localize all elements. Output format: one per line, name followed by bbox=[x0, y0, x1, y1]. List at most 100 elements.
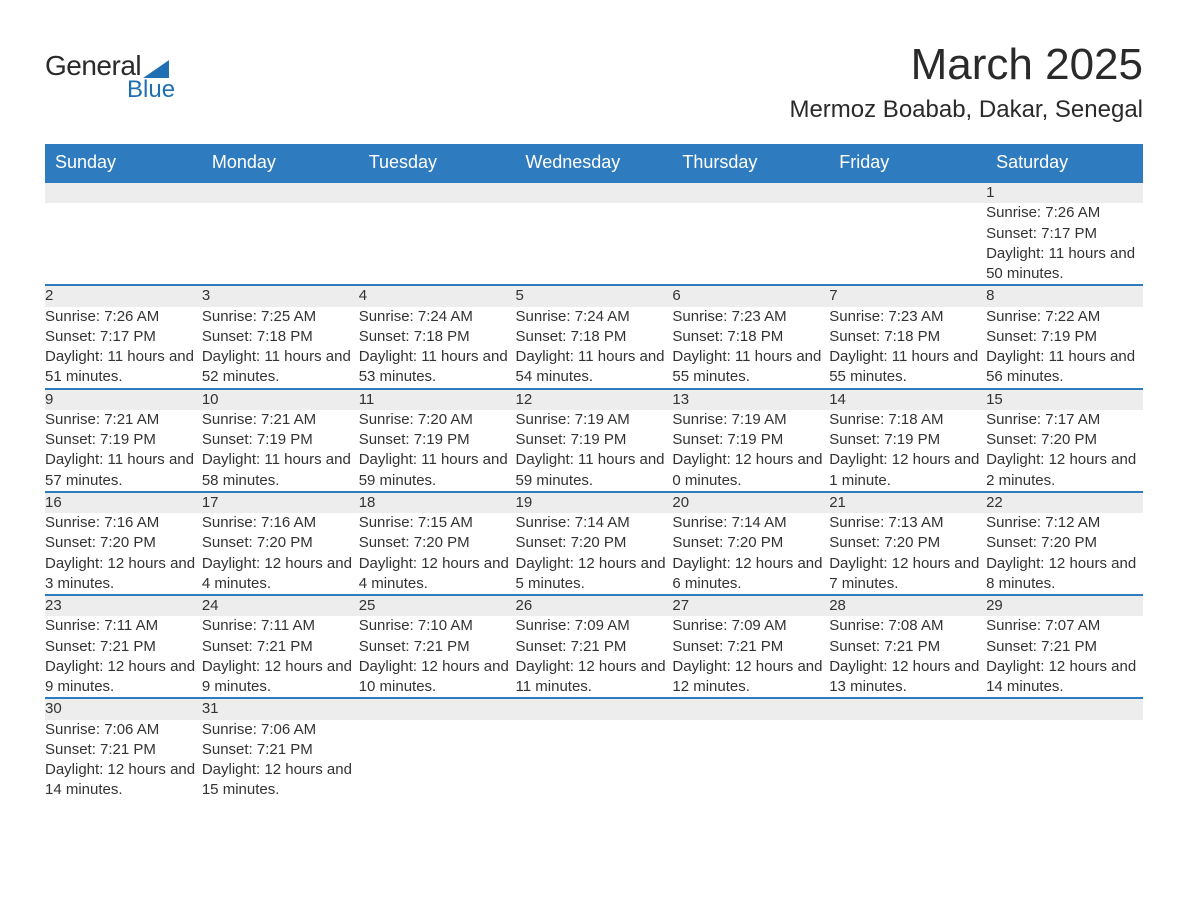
day-data-cell: Sunrise: 7:24 AMSunset: 7:18 PMDaylight:… bbox=[359, 307, 516, 389]
sunset-text: Sunset: 7:21 PM bbox=[45, 637, 202, 657]
sunset-text: Sunset: 7:19 PM bbox=[202, 430, 359, 450]
day-number-cell: 26 bbox=[516, 595, 673, 616]
day-number-cell: 31 bbox=[202, 698, 359, 719]
daylight-text: Daylight: 12 hours and 14 minutes. bbox=[45, 760, 202, 801]
daylight-text: Daylight: 11 hours and 54 minutes. bbox=[516, 347, 673, 388]
daylight-text: Daylight: 12 hours and 10 minutes. bbox=[359, 657, 516, 698]
logo-text-blue: Blue bbox=[127, 76, 175, 104]
day-number-cell: 21 bbox=[829, 492, 986, 513]
daynum-row: 3031 bbox=[45, 698, 1143, 719]
data-row: Sunrise: 7:26 AMSunset: 7:17 PMDaylight:… bbox=[45, 307, 1143, 389]
daylight-text: Daylight: 12 hours and 14 minutes. bbox=[986, 657, 1143, 698]
daynum-row: 16171819202122 bbox=[45, 492, 1143, 513]
daylight-text: Daylight: 11 hours and 58 minutes. bbox=[202, 450, 359, 491]
day-data-cell: Sunrise: 7:23 AMSunset: 7:18 PMDaylight:… bbox=[829, 307, 986, 389]
daylight-text: Daylight: 12 hours and 1 minute. bbox=[829, 450, 986, 491]
day-number-cell: 28 bbox=[829, 595, 986, 616]
sunset-text: Sunset: 7:20 PM bbox=[986, 430, 1143, 450]
sunset-text: Sunset: 7:21 PM bbox=[672, 637, 829, 657]
daylight-text: Daylight: 12 hours and 11 minutes. bbox=[516, 657, 673, 698]
sunrise-text: Sunrise: 7:11 AM bbox=[202, 616, 359, 636]
day-data-cell: Sunrise: 7:17 AMSunset: 7:20 PMDaylight:… bbox=[986, 410, 1143, 492]
sunrise-text: Sunrise: 7:19 AM bbox=[516, 410, 673, 430]
daynum-row: 9101112131415 bbox=[45, 389, 1143, 410]
weekday-header: Wednesday bbox=[516, 144, 673, 182]
sunset-text: Sunset: 7:18 PM bbox=[202, 327, 359, 347]
day-number-cell: 2 bbox=[45, 285, 202, 306]
day-data-cell: Sunrise: 7:09 AMSunset: 7:21 PMDaylight:… bbox=[516, 616, 673, 698]
day-number-cell: 23 bbox=[45, 595, 202, 616]
day-number-cell bbox=[359, 698, 516, 719]
daylight-text: Daylight: 12 hours and 6 minutes. bbox=[672, 554, 829, 595]
sunset-text: Sunset: 7:21 PM bbox=[986, 637, 1143, 657]
data-row: Sunrise: 7:16 AMSunset: 7:20 PMDaylight:… bbox=[45, 513, 1143, 595]
sunrise-text: Sunrise: 7:11 AM bbox=[45, 616, 202, 636]
sunrise-text: Sunrise: 7:12 AM bbox=[986, 513, 1143, 533]
weekday-header: Saturday bbox=[986, 144, 1143, 182]
sunset-text: Sunset: 7:20 PM bbox=[516, 533, 673, 553]
day-number-cell bbox=[829, 698, 986, 719]
title-block: March 2025 Mermoz Boabab, Dakar, Senegal bbox=[789, 40, 1143, 124]
day-data-cell: Sunrise: 7:21 AMSunset: 7:19 PMDaylight:… bbox=[202, 410, 359, 492]
daylight-text: Daylight: 12 hours and 0 minutes. bbox=[672, 450, 829, 491]
daylight-text: Daylight: 11 hours and 57 minutes. bbox=[45, 450, 202, 491]
day-data-cell: Sunrise: 7:06 AMSunset: 7:21 PMDaylight:… bbox=[45, 720, 202, 801]
day-number-cell bbox=[672, 182, 829, 203]
day-data-cell: Sunrise: 7:26 AMSunset: 7:17 PMDaylight:… bbox=[45, 307, 202, 389]
day-number-cell bbox=[45, 182, 202, 203]
sunset-text: Sunset: 7:21 PM bbox=[829, 637, 986, 657]
day-data-cell: Sunrise: 7:20 AMSunset: 7:19 PMDaylight:… bbox=[359, 410, 516, 492]
day-number-cell: 13 bbox=[672, 389, 829, 410]
day-data-cell bbox=[986, 720, 1143, 801]
daylight-text: Daylight: 11 hours and 51 minutes. bbox=[45, 347, 202, 388]
daynum-row: 1 bbox=[45, 182, 1143, 203]
page-header: General Blue March 2025 Mermoz Boabab, D… bbox=[45, 40, 1143, 124]
sunset-text: Sunset: 7:21 PM bbox=[202, 637, 359, 657]
day-number-cell: 12 bbox=[516, 389, 673, 410]
sunrise-text: Sunrise: 7:06 AM bbox=[202, 720, 359, 740]
weekday-header: Tuesday bbox=[359, 144, 516, 182]
day-data-cell: Sunrise: 7:07 AMSunset: 7:21 PMDaylight:… bbox=[986, 616, 1143, 698]
data-row: Sunrise: 7:06 AMSunset: 7:21 PMDaylight:… bbox=[45, 720, 1143, 801]
daylight-text: Daylight: 12 hours and 5 minutes. bbox=[516, 554, 673, 595]
sunset-text: Sunset: 7:21 PM bbox=[516, 637, 673, 657]
sunset-text: Sunset: 7:20 PM bbox=[829, 533, 986, 553]
sunset-text: Sunset: 7:19 PM bbox=[516, 430, 673, 450]
logo: General Blue bbox=[45, 50, 175, 104]
sunrise-text: Sunrise: 7:20 AM bbox=[359, 410, 516, 430]
daylight-text: Daylight: 11 hours and 53 minutes. bbox=[359, 347, 516, 388]
day-data-cell bbox=[45, 203, 202, 285]
day-number-cell bbox=[672, 698, 829, 719]
day-number-cell bbox=[986, 698, 1143, 719]
daylight-text: Daylight: 11 hours and 55 minutes. bbox=[672, 347, 829, 388]
sunrise-text: Sunrise: 7:09 AM bbox=[516, 616, 673, 636]
day-number-cell bbox=[829, 182, 986, 203]
day-data-cell: Sunrise: 7:23 AMSunset: 7:18 PMDaylight:… bbox=[672, 307, 829, 389]
daylight-text: Daylight: 11 hours and 56 minutes. bbox=[986, 347, 1143, 388]
daylight-text: Daylight: 12 hours and 4 minutes. bbox=[202, 554, 359, 595]
sunrise-text: Sunrise: 7:13 AM bbox=[829, 513, 986, 533]
day-number-cell: 15 bbox=[986, 389, 1143, 410]
day-data-cell: Sunrise: 7:19 AMSunset: 7:19 PMDaylight:… bbox=[516, 410, 673, 492]
day-data-cell: Sunrise: 7:14 AMSunset: 7:20 PMDaylight:… bbox=[516, 513, 673, 595]
sunrise-text: Sunrise: 7:23 AM bbox=[829, 307, 986, 327]
sunrise-text: Sunrise: 7:24 AM bbox=[516, 307, 673, 327]
sunrise-text: Sunrise: 7:18 AM bbox=[829, 410, 986, 430]
day-number-cell: 3 bbox=[202, 285, 359, 306]
calendar-table: Sunday Monday Tuesday Wednesday Thursday… bbox=[45, 144, 1143, 801]
day-number-cell: 18 bbox=[359, 492, 516, 513]
day-data-cell: Sunrise: 7:22 AMSunset: 7:19 PMDaylight:… bbox=[986, 307, 1143, 389]
day-data-cell bbox=[516, 203, 673, 285]
month-title: March 2025 bbox=[789, 40, 1143, 90]
day-data-cell: Sunrise: 7:06 AMSunset: 7:21 PMDaylight:… bbox=[202, 720, 359, 801]
day-data-cell: Sunrise: 7:19 AMSunset: 7:19 PMDaylight:… bbox=[672, 410, 829, 492]
day-number-cell: 29 bbox=[986, 595, 1143, 616]
sunrise-text: Sunrise: 7:16 AM bbox=[45, 513, 202, 533]
day-number-cell bbox=[359, 182, 516, 203]
day-data-cell bbox=[202, 203, 359, 285]
day-number-cell: 5 bbox=[516, 285, 673, 306]
sunset-text: Sunset: 7:20 PM bbox=[672, 533, 829, 553]
sunset-text: Sunset: 7:18 PM bbox=[672, 327, 829, 347]
sunset-text: Sunset: 7:17 PM bbox=[45, 327, 202, 347]
sunset-text: Sunset: 7:20 PM bbox=[45, 533, 202, 553]
